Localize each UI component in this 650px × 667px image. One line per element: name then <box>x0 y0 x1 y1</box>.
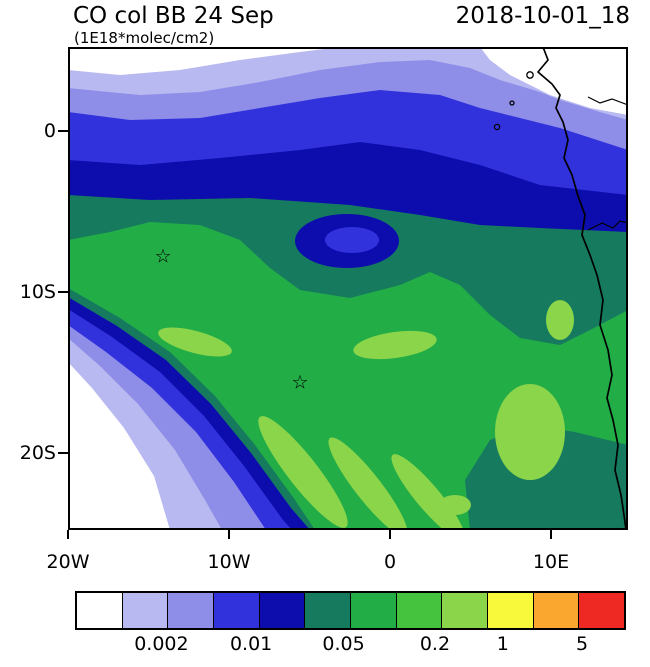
colorbar-cell-3 <box>213 593 259 628</box>
contour-lightgreen-streak <box>328 437 408 530</box>
contour-map <box>68 47 628 530</box>
contour-lightgreen-patch <box>353 330 437 360</box>
colorbar-cell-5 <box>304 593 351 628</box>
contour-white-top-left <box>68 47 340 75</box>
x-tickmark-20w <box>67 530 69 539</box>
x-tick-label-0: 0 <box>383 551 397 573</box>
contour-lightgreen-patch <box>439 495 471 515</box>
colorbar-tick-label: 5 <box>576 633 589 655</box>
contour-layers <box>68 47 628 530</box>
colorbar-tick-label: 0.2 <box>419 633 451 655</box>
colorbar-cell-0 <box>77 593 122 628</box>
plot-frame <box>68 47 628 530</box>
contour-lightgreen-streak <box>258 416 348 528</box>
colorbar-tick-labels: 0.002 0.01 0.05 0.2 1 5 <box>75 633 622 659</box>
star-marker-ascension: ☆ <box>154 245 172 268</box>
colorbar-cell-7 <box>395 593 442 628</box>
contour-lightgreen-streak <box>391 454 465 530</box>
colorbar-cell-1 <box>121 593 168 628</box>
y-tickmark-20s <box>58 452 68 454</box>
island-sao-tome <box>493 123 501 131</box>
y-tick-label-0: 0 <box>43 120 56 142</box>
y-tick-label-20s: 20S <box>19 442 56 464</box>
contour-lightgreen-patch <box>546 300 574 340</box>
map-plot: ☆ ☆ <box>68 47 628 530</box>
colorbar-cell-10 <box>532 593 579 628</box>
contour-sw-white <box>68 362 170 530</box>
colorbar-tick-label: 1 <box>496 633 509 655</box>
units-label: (1E18*molec/cm2) <box>74 29 215 47</box>
colorbar-tick-label: 0.05 <box>322 633 365 655</box>
x-tickmark-0 <box>389 530 391 539</box>
contour-minimum-blue <box>325 227 379 253</box>
colorbar-tick-label: 0.01 <box>229 633 273 655</box>
colorbar-tick-label: 0.002 <box>134 633 189 655</box>
page-title: CO col BB 24 Sep <box>73 3 274 29</box>
river-line <box>587 220 628 231</box>
colorbar-cell-2 <box>167 593 214 628</box>
colorbar-cell-4 <box>258 593 305 628</box>
x-tick-label-10e: 10E <box>532 551 570 573</box>
timestamp-label: 2018-10-01_18 <box>455 3 630 29</box>
border-line <box>587 96 628 106</box>
island-principe <box>509 100 515 106</box>
colorbar-cell-9 <box>487 593 533 628</box>
contour-lightgreen-patch <box>495 384 565 480</box>
star-marker-st-helena: ☆ <box>291 371 309 394</box>
y-tickmark-0 <box>58 130 68 132</box>
y-tick-label-10s: 10S <box>19 281 56 303</box>
y-tickmark-10s <box>58 291 68 293</box>
colorbar <box>75 591 626 630</box>
x-tick-label-20w: 20W <box>46 551 90 573</box>
x-tickmark-10w <box>228 530 230 539</box>
colorbar-cell-6 <box>350 593 396 628</box>
x-tick-label-10w: 10W <box>207 551 251 573</box>
contour-lightgreen-patch <box>158 327 232 357</box>
x-tickmark-10e <box>550 530 552 539</box>
coastline-africa <box>537 47 627 530</box>
island-bioko <box>526 71 534 79</box>
colorbar-cell-11 <box>578 593 625 628</box>
colorbar-cell-8 <box>441 593 488 628</box>
